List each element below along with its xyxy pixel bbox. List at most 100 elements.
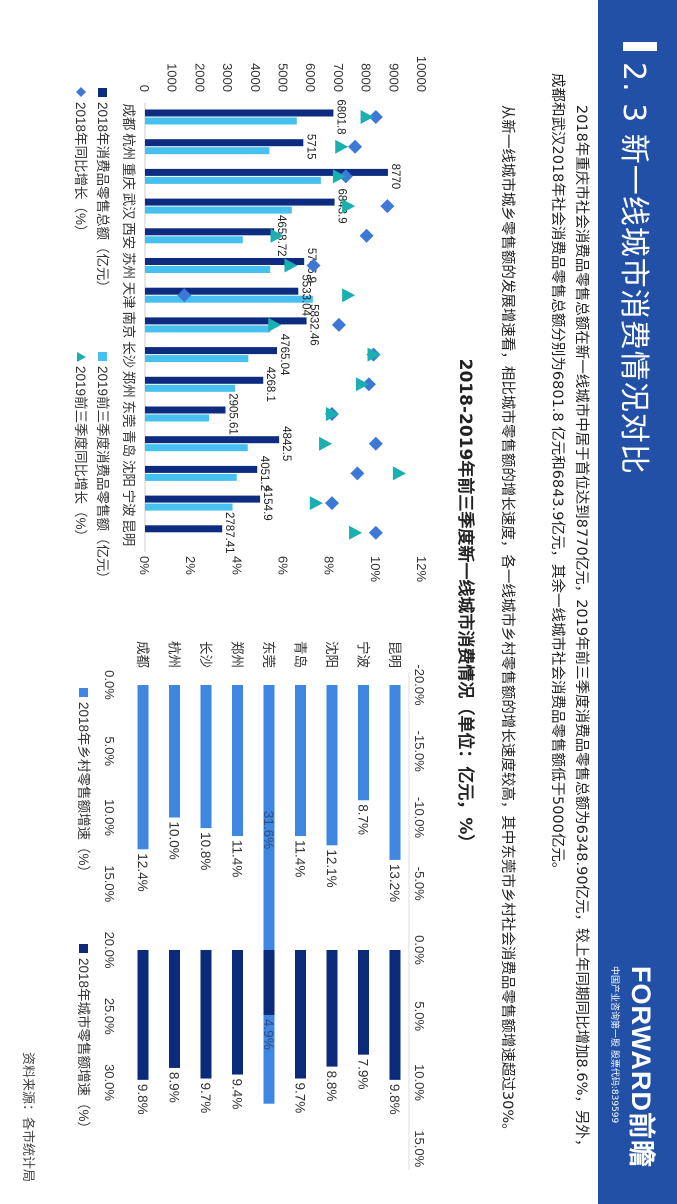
marker-diamond-2018-growth: [350, 466, 365, 481]
marker-triangle-2019-growth: [349, 525, 363, 540]
category-label: 南京: [121, 311, 136, 338]
city-data-label: 4.9%: [261, 1019, 276, 1050]
bar-city-growth: [295, 950, 306, 1079]
bar-2019-q3: [145, 176, 321, 184]
bar-2019-q3: [145, 414, 209, 422]
bottom-axis-tick: 5.0%: [102, 736, 117, 766]
bottom-axis-tick: 10.0%: [102, 799, 117, 836]
data-label-2018: 4765.04: [278, 334, 290, 376]
bar-rural-growth: [389, 685, 401, 860]
category-label: 重庆: [121, 163, 136, 190]
category-label: 武汉: [121, 193, 136, 220]
marker-triangle-2019-growth: [342, 288, 356, 303]
bar-city-growth: [232, 950, 243, 1075]
left-axis-tick: 5000: [276, 63, 291, 92]
city-data-label: 9.8%: [135, 1084, 150, 1115]
bar-2018-total: [144, 109, 334, 117]
marker-triangle-2019-growth: [335, 139, 349, 154]
bottom-axis-tick: 15.0%: [102, 865, 117, 902]
bar-2019-q3: [145, 236, 243, 244]
data-label-2018: 4051.2: [258, 456, 270, 491]
legend-swatch-city: [79, 944, 88, 953]
top-axis-tick: 10.0%: [412, 1064, 427, 1101]
bar-2019-q3: [144, 147, 270, 155]
category-label: 苏州: [121, 252, 136, 279]
bar-city-growth: [200, 950, 212, 1079]
category-label: 成都: [135, 641, 150, 668]
bar-2018-total: [144, 287, 299, 295]
legend-label: 2019前三季度消费品零售额（亿元）: [95, 366, 111, 585]
right-axis-tick: 2%: [183, 556, 198, 575]
category-label: 长沙: [121, 341, 136, 368]
marker-diamond-2018-growth: [368, 525, 383, 540]
marker-diamond-2018-growth: [306, 258, 321, 273]
category-label: 昆明: [121, 519, 136, 546]
marker-triangle-2019-growth: [360, 110, 374, 124]
marker-triangle-2019-growth: [367, 347, 381, 362]
marker-triangle-2019-growth: [392, 466, 406, 481]
category-label: 东莞: [121, 401, 136, 428]
bar-rural-growth: [326, 685, 338, 846]
right-axis-tick: 10%: [368, 556, 383, 582]
category-label: 青岛: [293, 641, 308, 668]
left-axis-tick: 2000: [192, 63, 207, 92]
category-label: 东莞: [261, 641, 276, 668]
bar-city-growth: [169, 950, 180, 1068]
marker-diamond-2018-growth: [324, 496, 339, 511]
bar-rural-growth: [137, 685, 149, 850]
category-label: 西安: [121, 222, 136, 249]
bar-2018-total: [145, 495, 261, 503]
legend-label: 2019前三季度同比增长（%）: [73, 366, 89, 543]
left-axis-tick: 1000: [165, 63, 180, 92]
bar-2018-total: [144, 436, 280, 444]
source-note: 资料来源：各市统计局: [20, 1051, 35, 1182]
marker-triangle-2019-growth: [332, 169, 346, 184]
data-label-2018: 6843.9: [336, 189, 348, 224]
bar-city-growth: [137, 950, 149, 1080]
top-axis-tick: -5.0%: [412, 867, 427, 901]
marker-triangle-2019-growth: [325, 407, 339, 421]
data-label-2018: 5715: [304, 134, 316, 160]
city-data-label: 8.8%: [324, 1071, 339, 1102]
bar-2018-total: [144, 525, 223, 533]
category-label: 杭州: [121, 133, 136, 160]
left-axis-tick: 6000: [303, 63, 318, 92]
marker-triangle-2019-growth: [355, 377, 369, 392]
data-label-2018: 8770: [389, 164, 401, 190]
bottom-axis-tick: 20.0%: [102, 932, 117, 969]
category-label: 宁波: [121, 490, 137, 517]
bar-city-growth: [326, 950, 338, 1067]
data-label-2018: 4842.5: [280, 426, 292, 461]
city-data-label: 7.9%: [356, 1059, 371, 1090]
bar-2019-q3: [145, 503, 233, 511]
left-axis-tick: 8000: [359, 63, 374, 92]
bottom-axis-tick: 0.0%: [102, 670, 117, 700]
bar-2019-q3: [145, 355, 249, 363]
bar-2018-total: [144, 465, 258, 473]
marker-diamond-2018-growth: [331, 317, 346, 332]
bar-2018-total: [144, 198, 335, 206]
data-label-2018: 2905.61: [226, 393, 238, 435]
legend-label: 2018年乡村零售额增速（%）: [76, 702, 91, 879]
category-label: 昆明: [387, 641, 402, 668]
bar-city-growth: [358, 950, 369, 1055]
rural-data-label: 31.6%: [261, 811, 276, 849]
bar-city-growth: [263, 950, 275, 1015]
top-axis-tick: -10.0%: [412, 797, 427, 839]
bar-rural-growth: [169, 685, 180, 818]
category-label: 郑州: [121, 371, 136, 398]
bar-2018-total: [145, 317, 307, 325]
legend-triangle-icon: [77, 352, 86, 362]
legend-swatch-rural: [79, 688, 88, 697]
bar-2018-total: [145, 376, 264, 384]
bar-2019-q3: [145, 295, 313, 303]
legend-label: 2018年城市零售额增速（%）: [76, 958, 92, 1135]
bar-rural-growth: [295, 685, 306, 837]
city-data-label: 9.7%: [198, 1083, 213, 1114]
rural-data-label: 11.4%: [293, 840, 308, 877]
bar-2019-q3: [145, 444, 248, 452]
city-data-label: 9.8%: [387, 1084, 402, 1115]
marker-diamond-2018-growth: [380, 199, 395, 214]
